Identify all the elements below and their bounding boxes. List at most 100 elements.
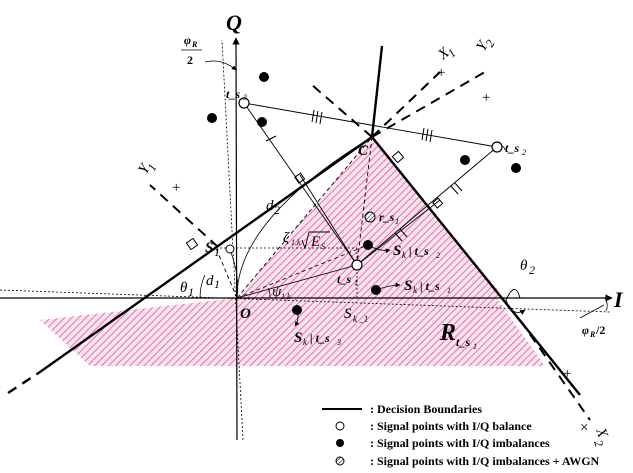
legend: : Decision Boundaries : Signal points wi… (322, 402, 600, 468)
right-angle-top (294, 172, 306, 184)
sk-ts3-rest: | t_s (310, 331, 330, 345)
s1-sub: 1 (214, 245, 220, 259)
phi-top-den: 2 (187, 53, 193, 67)
q-axis-label: Q (226, 10, 242, 35)
sk-ts3-sub: 3 (336, 338, 341, 347)
d2-label: d (266, 198, 274, 214)
legend-open-circle (335, 421, 345, 431)
legend-item-awgn: : Signal points with I/Q imbalances + AW… (370, 454, 600, 468)
theta1-sub: 1 (188, 285, 194, 299)
o-to-sk-line (236, 244, 369, 299)
y1-plus: + (172, 180, 180, 196)
ts1-perp-right (356, 199, 441, 266)
ts1-perp-top (299, 174, 358, 266)
point-ts3 (238, 97, 250, 109)
x2-plus: + (563, 366, 571, 382)
legend-hatched-circle (335, 456, 345, 466)
sk-ts3-label: S (294, 330, 302, 346)
sk-ts3-k: k (303, 337, 308, 347)
decision-boundary-right (371, 136, 581, 396)
zeta-label: ζ (283, 230, 290, 246)
y2-axis (371, 71, 486, 138)
decision-boundary-top (370, 45, 384, 138)
o-to-ts1-line (236, 264, 358, 299)
point-s1 (225, 244, 235, 254)
ts1-sub: 1 (354, 278, 358, 287)
x2-times: × (580, 420, 588, 436)
point-ts1 (351, 259, 363, 271)
o-to-s1-line (215, 247, 238, 299)
phi-top-num-sub: R (191, 40, 198, 49)
d1-arc (229, 249, 239, 299)
sqrt-es-label: E (310, 234, 320, 250)
c-to-ts1-line (356, 136, 373, 266)
theta2-label: θ (520, 258, 528, 274)
sqrt-es-sub: S (321, 242, 325, 251)
point-rs1 (364, 211, 376, 223)
x1-axis (311, 84, 373, 138)
rotated-i-axis (0, 289, 611, 313)
q-axis (232, 37, 240, 441)
sk-ts2-k: k (402, 250, 407, 260)
decision-region (40, 137, 545, 366)
point-ts2 (491, 141, 503, 153)
sk-ts2-sub: 2 (436, 251, 440, 260)
sk-ts1-k: k (413, 285, 418, 295)
sk1-sub: k _1 (353, 314, 368, 324)
psi-arc (267, 287, 271, 299)
rs1-label: r_s (379, 210, 395, 224)
x2-axis (519, 319, 591, 421)
sk-ts2-rest: | t_s (409, 244, 429, 258)
ts2-ts1-line (356, 146, 498, 266)
sqrt-sign (301, 231, 330, 250)
c-label: C (358, 143, 369, 159)
d2-arc (236, 136, 373, 299)
phi-top-num: φ (184, 33, 191, 47)
ts2-label: t_s (505, 141, 519, 155)
d2-sub: 2 (274, 203, 280, 217)
phi-right-sym: φ (582, 323, 589, 337)
d1-label: d (206, 273, 214, 289)
origin-label: O (240, 306, 251, 322)
legend-filled-circle (336, 439, 344, 447)
legend-item-decision: : Decision Boundaries (370, 402, 482, 416)
d1-sub: 1 (214, 277, 220, 291)
right-angle-s1 (185, 237, 199, 251)
sk-ts2-label: S (393, 243, 401, 259)
phi-right-arc (604, 297, 608, 312)
theta2-arc (505, 289, 526, 315)
rotated-q-axis (221, 39, 244, 441)
region-label: R (439, 320, 456, 346)
phi-right-pointer (579, 304, 605, 319)
s1-label: S (205, 240, 213, 256)
region-subsub: 1 (473, 342, 477, 351)
ts3-sub: 3 (242, 93, 247, 102)
region-sub: t_s (456, 335, 470, 349)
right-angle-right (432, 197, 444, 209)
o-to-c-line (236, 136, 373, 299)
y1-axis (149, 184, 219, 248)
triangle-ticks (265, 109, 463, 242)
phi-top-arc (204, 60, 237, 71)
imbalance-points (207, 72, 521, 315)
psi-sub: 1,k (281, 292, 291, 301)
ts3-label: t_s (226, 87, 240, 101)
legend-item-balance: : Signal points with I/Q balance (370, 419, 532, 433)
psi-label: ψ (272, 284, 282, 300)
sk1-label: S (344, 306, 352, 322)
x2-sub: 2 (591, 438, 606, 448)
phi-right-sub: R (589, 330, 596, 339)
legend-item-imbalance: : Signal points with I/Q imbalances (370, 436, 550, 450)
ts3-ts1-line (243, 102, 358, 266)
sk-ts1-label: S (404, 278, 412, 294)
phi-right-half: /2 (595, 323, 605, 337)
sk-ts1-sub: 1 (447, 286, 451, 295)
rs1-sub: 1 (395, 217, 399, 226)
ts2-sub: 2 (522, 148, 526, 157)
decision-boundary-left-dash (7, 370, 41, 395)
sk-ts1-rest: | t_s (420, 279, 440, 293)
ts1-label: t_s (337, 272, 351, 286)
y2-plus: + (482, 90, 490, 106)
ts3-ts2-line (243, 102, 498, 148)
